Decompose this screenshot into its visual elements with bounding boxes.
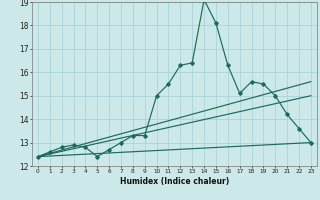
X-axis label: Humidex (Indice chaleur): Humidex (Indice chaleur) xyxy=(120,177,229,186)
